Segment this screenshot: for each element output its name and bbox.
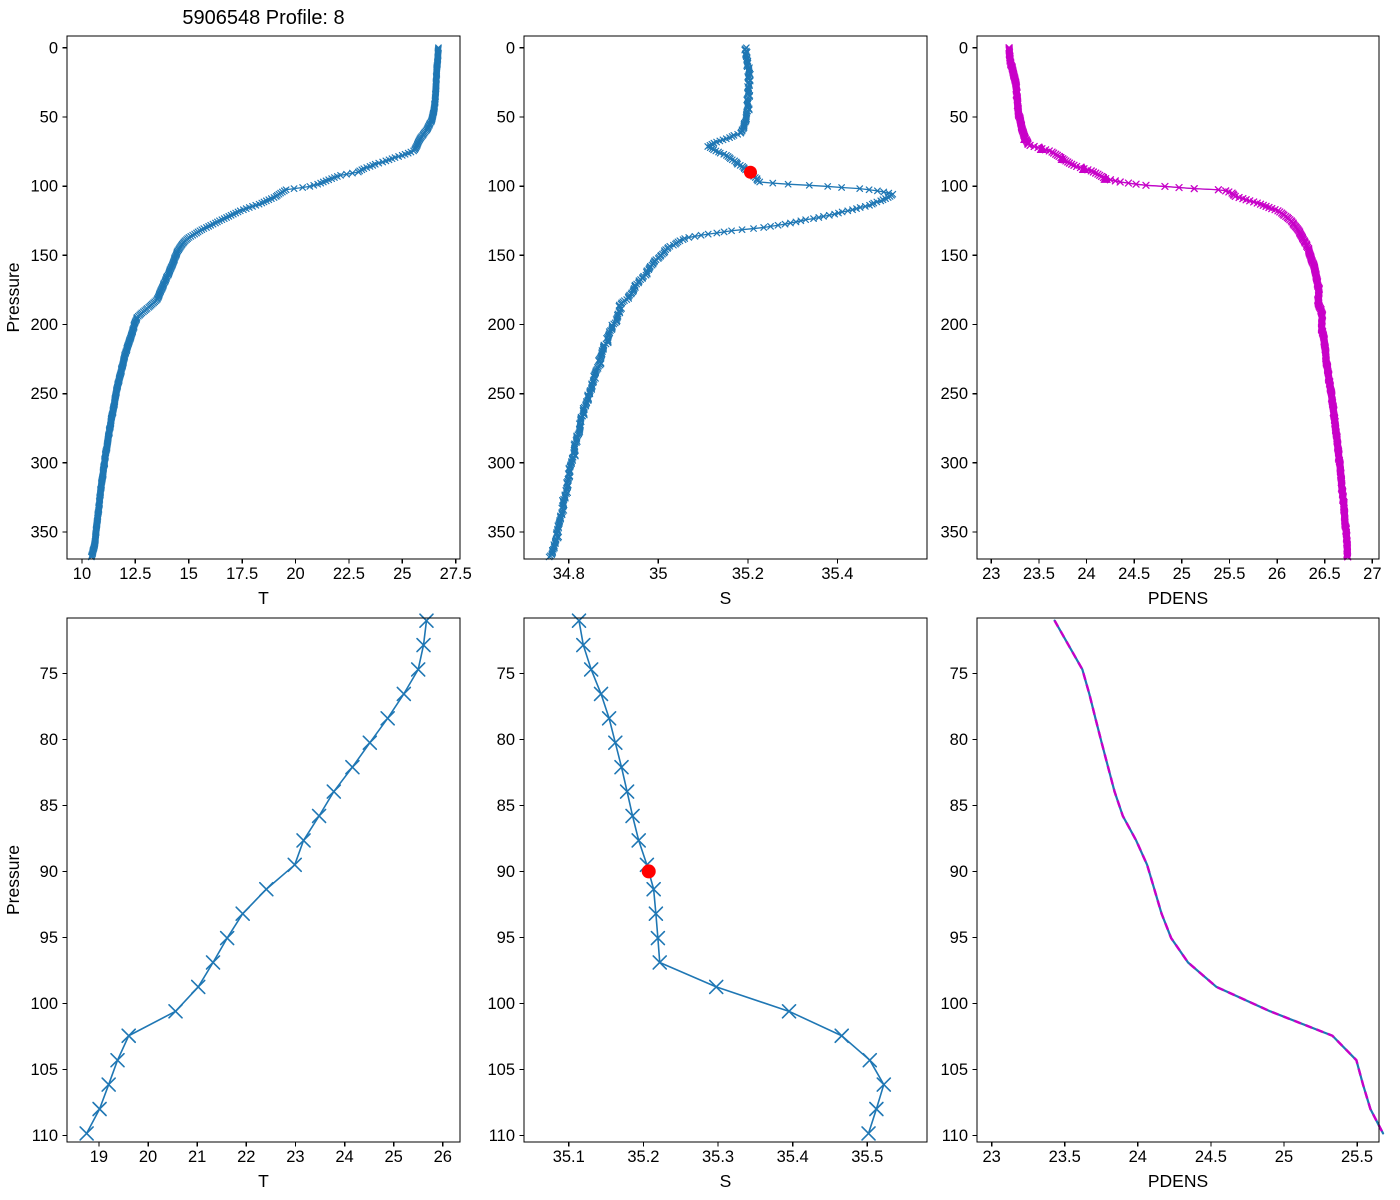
svg-text:110: 110: [32, 1127, 58, 1145]
svg-text:25.5: 25.5: [1341, 1148, 1373, 1166]
svg-text:27: 27: [1363, 565, 1381, 583]
svg-text:19: 19: [90, 1148, 108, 1166]
svg-text:0: 0: [506, 39, 515, 57]
svg-text:200: 200: [940, 316, 968, 334]
svg-text:12.5: 12.5: [119, 565, 151, 583]
svg-text:23.5: 23.5: [1023, 565, 1055, 583]
svg-text:250: 250: [487, 385, 515, 403]
svg-text:100: 100: [30, 178, 58, 196]
svg-text:200: 200: [487, 316, 515, 334]
svg-text:300: 300: [940, 454, 968, 472]
svg-text:200: 200: [30, 316, 58, 334]
svg-text:90: 90: [497, 863, 515, 881]
svg-text:85: 85: [497, 797, 515, 815]
svg-text:95: 95: [40, 929, 58, 947]
svg-text:80: 80: [40, 731, 58, 749]
svg-text:250: 250: [30, 385, 58, 403]
svg-text:20: 20: [286, 565, 304, 583]
svg-text:T: T: [258, 588, 269, 608]
svg-text:0: 0: [959, 39, 968, 57]
svg-text:25: 25: [385, 1148, 403, 1166]
svg-text:26: 26: [1268, 565, 1286, 583]
svg-text:50: 50: [40, 108, 58, 126]
svg-text:23.5: 23.5: [1049, 1148, 1081, 1166]
svg-text:26: 26: [434, 1148, 452, 1166]
svg-text:35.4: 35.4: [777, 1148, 809, 1166]
svg-text:350: 350: [487, 524, 515, 542]
svg-text:23: 23: [982, 1148, 1000, 1166]
svg-text:50: 50: [497, 108, 515, 126]
svg-text:S: S: [720, 588, 732, 608]
svg-text:35.2: 35.2: [732, 565, 764, 583]
svg-text:35.4: 35.4: [821, 565, 853, 583]
svg-text:75: 75: [950, 665, 968, 683]
svg-text:26.5: 26.5: [1309, 565, 1341, 583]
svg-text:22: 22: [237, 1148, 255, 1166]
svg-text:150: 150: [30, 247, 58, 265]
svg-text:25: 25: [1173, 565, 1191, 583]
svg-text:95: 95: [497, 929, 515, 947]
svg-text:110: 110: [489, 1127, 515, 1145]
svg-text:PDENS: PDENS: [1148, 1171, 1208, 1191]
svg-text:100: 100: [30, 995, 58, 1013]
svg-text:150: 150: [940, 247, 968, 265]
svg-text:250: 250: [940, 385, 968, 403]
svg-text:100: 100: [940, 178, 968, 196]
svg-text:22.5: 22.5: [333, 565, 365, 583]
svg-text:25: 25: [1275, 1148, 1293, 1166]
svg-text:15: 15: [180, 565, 198, 583]
svg-text:T: T: [258, 1171, 269, 1191]
svg-text:23: 23: [982, 565, 1000, 583]
svg-text:34.8: 34.8: [553, 565, 585, 583]
svg-text:110: 110: [942, 1127, 968, 1145]
svg-text:10: 10: [73, 565, 91, 583]
svg-text:100: 100: [487, 995, 515, 1013]
svg-text:21: 21: [188, 1148, 206, 1166]
svg-text:35.3: 35.3: [702, 1148, 734, 1166]
svg-text:80: 80: [950, 731, 968, 749]
svg-text:105: 105: [30, 1061, 58, 1079]
svg-text:Pressure: Pressure: [3, 262, 23, 332]
svg-text:25: 25: [393, 565, 411, 583]
svg-text:50: 50: [950, 108, 968, 126]
svg-text:350: 350: [940, 524, 968, 542]
svg-text:350: 350: [30, 524, 58, 542]
svg-text:S: S: [720, 1171, 732, 1191]
svg-text:105: 105: [940, 1061, 968, 1079]
svg-text:35: 35: [649, 565, 667, 583]
svg-text:24.5: 24.5: [1195, 1148, 1227, 1166]
svg-text:25.5: 25.5: [1213, 565, 1245, 583]
svg-text:90: 90: [950, 863, 968, 881]
svg-text:PDENS: PDENS: [1148, 588, 1208, 608]
svg-text:35.1: 35.1: [553, 1148, 585, 1166]
svg-text:17.5: 17.5: [226, 565, 258, 583]
svg-text:75: 75: [40, 665, 58, 683]
svg-text:300: 300: [30, 454, 58, 472]
svg-text:35.5: 35.5: [851, 1148, 883, 1166]
svg-text:150: 150: [487, 247, 515, 265]
svg-text:20: 20: [139, 1148, 157, 1166]
svg-text:100: 100: [487, 178, 515, 196]
svg-text:85: 85: [950, 797, 968, 815]
svg-text:5906548 Profile: 8: 5906548 Profile: 8: [182, 7, 344, 29]
svg-text:105: 105: [487, 1061, 515, 1079]
svg-text:24: 24: [1129, 1148, 1147, 1166]
svg-text:24.5: 24.5: [1118, 565, 1150, 583]
svg-text:85: 85: [40, 797, 58, 815]
svg-text:90: 90: [40, 863, 58, 881]
svg-text:24: 24: [335, 1148, 353, 1166]
svg-text:27.5: 27.5: [440, 565, 472, 583]
svg-text:300: 300: [487, 454, 515, 472]
svg-text:75: 75: [497, 665, 515, 683]
svg-text:100: 100: [940, 995, 968, 1013]
svg-text:95: 95: [950, 929, 968, 947]
svg-text:23: 23: [286, 1148, 304, 1166]
svg-text:35.2: 35.2: [627, 1148, 659, 1166]
svg-text:80: 80: [497, 731, 515, 749]
svg-text:Pressure: Pressure: [3, 845, 23, 915]
svg-text:24: 24: [1077, 565, 1095, 583]
svg-text:0: 0: [49, 39, 58, 57]
